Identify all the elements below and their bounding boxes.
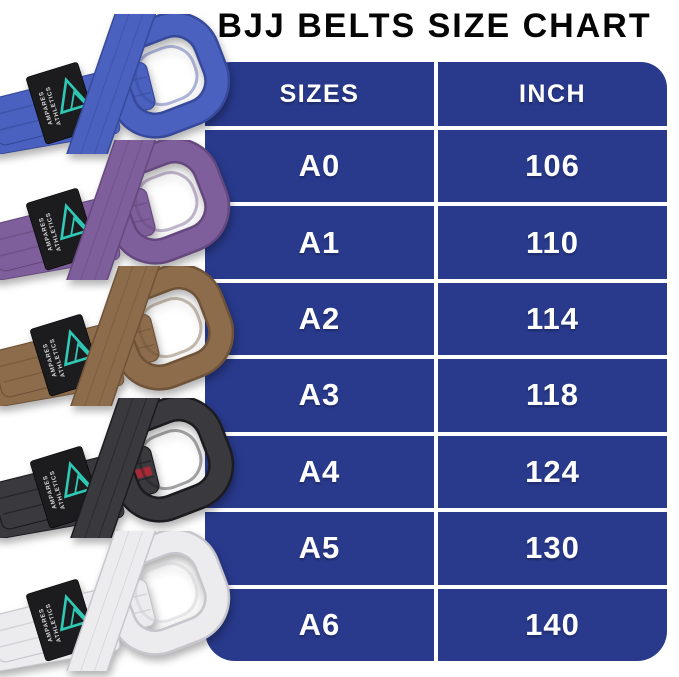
inch-cell-a2: 114 (438, 282, 667, 356)
size-table: SIZES INCH A0 106 A1 110 A2 114 A3 118 A… (205, 62, 667, 661)
size-cell-a2: A2 (205, 282, 434, 356)
size-cell-a0: A0 (205, 130, 434, 203)
belt-purple: AMPARES ATHLETICS (0, 98, 234, 323)
size-cell-a6: A6 (205, 588, 434, 661)
belt-blue: AMPARES ATHLETICS (0, 0, 234, 197)
page-title: BJJ BELTS SIZE CHART (217, 6, 652, 45)
inch-cell-a5: 130 (438, 512, 667, 585)
belt-white-graphic: AMPARES ATHLETICS (0, 489, 231, 677)
belt-black: AMPARES ATHLETICS (0, 356, 238, 581)
belt-blue-graphic: AMPARES ATHLETICS (0, 0, 231, 197)
size-cell-a3: A3 (205, 359, 434, 432)
brand-patch: AMPARES ATHLETICS (26, 62, 98, 145)
inch-cell-a1: 110 (438, 206, 667, 279)
size-cell-a1: A1 (205, 206, 434, 279)
size-cell-a4: A4 (205, 435, 434, 509)
inch-cell-a4: 124 (438, 435, 667, 509)
inch-cell-a6: 140 (438, 588, 667, 661)
belt-black-graphic: AMPARES ATHLETICS (0, 356, 235, 581)
column-header-sizes: SIZES (205, 62, 434, 126)
column-header-inch: INCH (438, 62, 667, 126)
belt-brown-graphic: AMPARES ATHLETICS (0, 224, 235, 449)
inch-cell-a3: 118 (438, 359, 667, 432)
belt-brown: AMPARES ATHLETICS (0, 224, 238, 449)
belt-purple-graphic: AMPARES ATHLETICS (0, 98, 231, 323)
belt-white: AMPARES ATHLETICS (0, 489, 234, 677)
size-cell-a5: A5 (205, 512, 434, 585)
inch-cell-a0: 106 (438, 130, 667, 203)
